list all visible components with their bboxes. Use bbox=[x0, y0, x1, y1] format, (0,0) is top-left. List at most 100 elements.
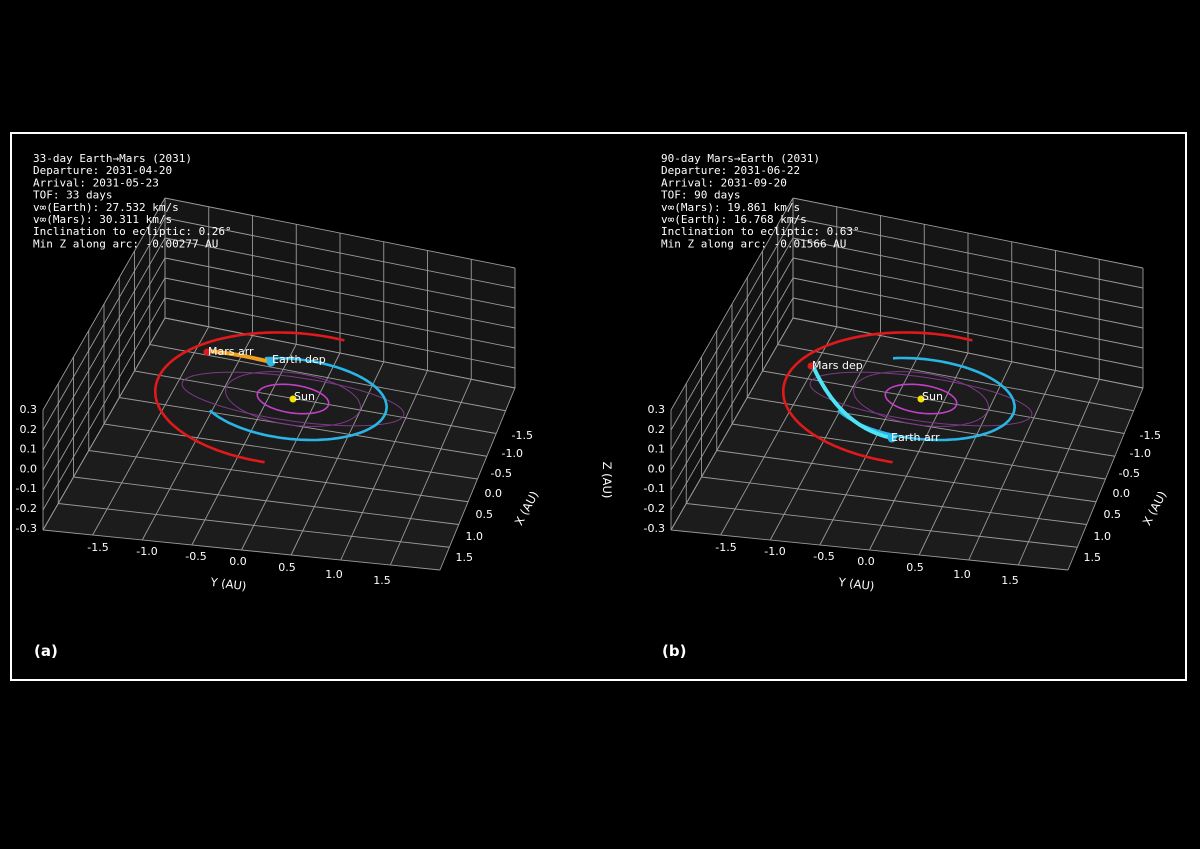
info-line: v∞(Mars): 19.861 km/s bbox=[661, 201, 800, 214]
y-tick-label: -0.5 bbox=[813, 550, 834, 563]
z-tick-label: -0.1 bbox=[644, 482, 665, 495]
z-tick-label: -0.1 bbox=[16, 482, 37, 495]
wall-grid-line bbox=[670, 217, 794, 431]
info-line: Arrival: 2031-09-20 bbox=[661, 176, 787, 189]
floor-grid-line bbox=[1017, 379, 1100, 566]
y-tick-label: 0.5 bbox=[278, 561, 296, 574]
wall-grid-line bbox=[670, 297, 794, 511]
x-tick-label: 0.0 bbox=[485, 487, 503, 500]
z-tick-label: 0.2 bbox=[20, 423, 38, 436]
mars-orbit bbox=[782, 331, 973, 464]
info-line: 33-day Earth→Mars (2031) bbox=[33, 152, 192, 165]
y-axis-label: Y (AU) bbox=[209, 575, 247, 593]
x-tick-label: 0.5 bbox=[1104, 508, 1122, 521]
info-line: v∞(Earth): 27.532 km/s bbox=[33, 201, 179, 214]
mars-dep-marker bbox=[807, 362, 815, 370]
wall-grid-line bbox=[670, 257, 794, 471]
faint-orbit-outer bbox=[181, 371, 405, 427]
transfer-arc bbox=[206, 349, 272, 364]
info-line: 90-day Mars→Earth (2031) bbox=[661, 152, 820, 165]
y-tick-label: 1.0 bbox=[325, 568, 343, 581]
wall-grid-line bbox=[42, 217, 166, 431]
floor-grid-line bbox=[777, 344, 1134, 412]
panel-label: (a) bbox=[34, 642, 58, 660]
z-tick-label: -0.2 bbox=[644, 502, 665, 515]
x-tick-label: -1.0 bbox=[502, 447, 523, 460]
y-tick-label: 1.5 bbox=[373, 574, 391, 587]
figure-frame bbox=[10, 132, 1187, 681]
x-tick-label: 0.5 bbox=[476, 508, 494, 521]
x-axis-label: X (AU) bbox=[512, 489, 542, 528]
z-tick-label: 0.3 bbox=[648, 403, 666, 416]
y-tick-label: 0.0 bbox=[229, 555, 247, 568]
y-tick-label: -1.0 bbox=[136, 545, 157, 558]
y-tick-label: 1.0 bbox=[953, 568, 971, 581]
earth-dep-marker bbox=[266, 357, 276, 367]
faint-orbit bbox=[225, 371, 361, 427]
wall-grid-line bbox=[670, 317, 794, 531]
floor-grid-line bbox=[103, 423, 478, 480]
x-tick-label: -1.5 bbox=[1140, 429, 1161, 442]
floor-grid-line bbox=[340, 370, 428, 561]
z-tick-label: 0.1 bbox=[20, 443, 38, 456]
x-tick-label: -0.5 bbox=[491, 467, 512, 480]
faint-orbit bbox=[853, 371, 989, 427]
x-tick-label: 1.0 bbox=[466, 530, 484, 543]
floor-grid-line bbox=[918, 361, 1013, 556]
floor-plane bbox=[43, 318, 515, 570]
z-tick-label: -0.3 bbox=[16, 522, 37, 535]
x-tick-label: -1.0 bbox=[1130, 447, 1151, 460]
y-axis-label: Y (AU) bbox=[837, 575, 875, 593]
info-line: Departure: 2031-04-20 bbox=[33, 164, 172, 177]
wall-grid-line bbox=[42, 317, 166, 531]
y-tick-label: 0.5 bbox=[906, 561, 924, 574]
z-tick-label: 0.3 bbox=[20, 403, 38, 416]
x-tick-label: 1.5 bbox=[1084, 551, 1102, 564]
info-line: TOF: 90 days bbox=[661, 189, 740, 202]
info-line: Inclination to ecliptic: 0.63° bbox=[661, 225, 860, 238]
y-tick-label: -1.5 bbox=[715, 541, 736, 554]
transfer-arc bbox=[811, 365, 893, 440]
y-tick-label: -1.0 bbox=[764, 545, 785, 558]
sun-marker bbox=[289, 395, 297, 403]
sun-marker bbox=[917, 395, 925, 403]
floor-grid-line bbox=[968, 370, 1056, 561]
z-axis-label: Z (AU) bbox=[600, 462, 614, 499]
info-line: Min Z along arc: -0.01566 AU bbox=[661, 237, 846, 250]
floor-grid-line bbox=[1067, 387, 1144, 571]
wall-grid-line bbox=[42, 297, 166, 511]
panel-a: Earth dep Mars arr Sun 0.3 0.2 0.1 0.0 -0.1 -0.2… bbox=[16, 152, 542, 660]
floor-grid-line bbox=[731, 423, 1106, 480]
info-line: TOF: 33 days bbox=[33, 189, 112, 202]
info-line: Min Z along arc: -0.00277 AU bbox=[33, 237, 218, 250]
y-tick-label: 0.0 bbox=[857, 555, 875, 568]
sun-label: Sun bbox=[922, 390, 943, 403]
x-tick-label: 0.0 bbox=[1113, 487, 1131, 500]
y-tick-label: 1.5 bbox=[1001, 574, 1019, 587]
wall-grid-line bbox=[42, 277, 166, 491]
earth-arr-label: Earth arr bbox=[891, 431, 940, 444]
x-tick-label: -0.5 bbox=[1119, 467, 1140, 480]
wall-grid-line bbox=[670, 237, 794, 451]
floor-grid-line bbox=[290, 361, 385, 556]
venus-orbit bbox=[884, 383, 958, 415]
sun-label: Sun bbox=[294, 390, 315, 403]
earth-orbit bbox=[209, 356, 388, 442]
y-tick-label: -1.5 bbox=[87, 541, 108, 554]
venus-orbit bbox=[256, 383, 330, 415]
mars-arr-marker bbox=[203, 348, 211, 356]
floor-grid-line bbox=[149, 344, 506, 412]
earth-arr-marker bbox=[887, 433, 897, 443]
z-tick-label: 0.0 bbox=[648, 462, 666, 475]
z-tick-label: -0.2 bbox=[16, 502, 37, 515]
info-line: Arrival: 2031-05-23 bbox=[33, 176, 159, 189]
wall-grid-line bbox=[42, 257, 166, 471]
floor-grid-line bbox=[134, 370, 497, 434]
mars-orbit bbox=[154, 331, 345, 464]
x-tick-label: 1.5 bbox=[456, 551, 474, 564]
floor-grid-line bbox=[389, 379, 472, 566]
wall-grid-line bbox=[42, 237, 166, 451]
info-line: Departure: 2031-06-22 bbox=[661, 164, 800, 177]
mars-arr-label: Mars arr bbox=[208, 345, 254, 358]
